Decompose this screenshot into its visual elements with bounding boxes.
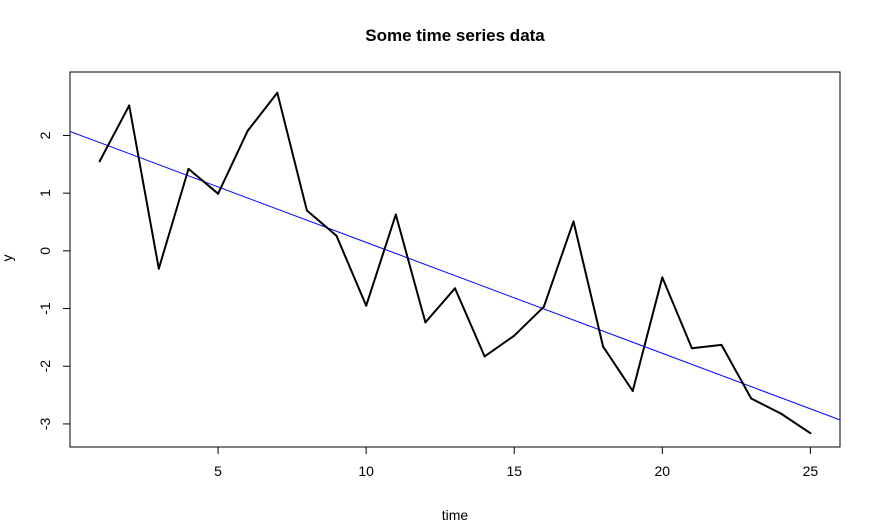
chart-title: Some time series data — [365, 26, 545, 45]
series-point — [365, 304, 368, 307]
x-axis-label: time — [442, 507, 469, 523]
series-point — [98, 160, 101, 163]
x-tick-label: 10 — [358, 463, 374, 479]
x-tick-label: 25 — [803, 463, 819, 479]
series-point — [305, 209, 308, 212]
x-axis: 5 10 15 20 25 — [214, 447, 818, 479]
series-line — [98, 91, 811, 435]
series-point — [483, 355, 486, 358]
y-tick-label: -1 — [37, 302, 53, 315]
series-point — [128, 104, 131, 107]
series-point — [809, 432, 812, 435]
series-point — [631, 390, 634, 393]
x-tick-label: 20 — [655, 463, 671, 479]
series-point — [157, 267, 160, 270]
y-tick-label: 2 — [37, 131, 53, 139]
series-point — [394, 213, 397, 216]
series-point — [424, 321, 427, 324]
series-point — [602, 345, 605, 348]
series-point — [720, 343, 723, 346]
series-point — [335, 234, 338, 237]
series-point — [454, 287, 456, 290]
y-tick-label: -2 — [37, 360, 53, 373]
series-point — [276, 91, 279, 94]
series-point — [187, 167, 190, 170]
plot-area-frame — [69, 71, 841, 448]
x-tick-label: 5 — [214, 463, 222, 479]
y-axis-label: y — [0, 255, 15, 262]
y-tick-label: 0 — [37, 247, 53, 255]
series-point — [513, 334, 516, 337]
y-axis: -3 -2 -1 0 1 2 — [37, 131, 70, 430]
series-point — [217, 192, 220, 195]
series-point — [542, 305, 545, 308]
y-tick-label: -3 — [37, 417, 53, 430]
series-point — [779, 412, 782, 415]
x-tick-label: 15 — [506, 463, 522, 479]
series-point — [690, 347, 693, 350]
series-point — [246, 129, 249, 132]
series-point — [661, 276, 664, 279]
y-tick-label: 1 — [37, 189, 53, 197]
trend-line — [70, 130, 840, 421]
series-point — [750, 397, 753, 400]
series-point — [572, 220, 575, 223]
